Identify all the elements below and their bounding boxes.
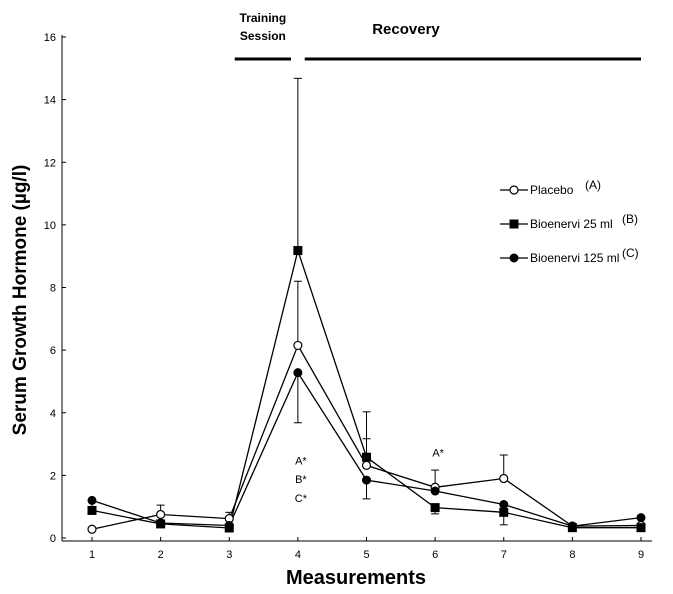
x-tick-label: 7 bbox=[501, 549, 507, 561]
data-point bbox=[87, 524, 97, 534]
y-tick-label: 14 bbox=[44, 95, 56, 107]
data-point bbox=[499, 507, 509, 517]
data-point bbox=[509, 253, 519, 263]
series-markers bbox=[87, 246, 646, 534]
annotation: A* bbox=[295, 455, 307, 467]
legend-suffix: (A) bbox=[585, 178, 601, 192]
data-point bbox=[361, 460, 372, 470]
annotation: A* bbox=[432, 448, 444, 460]
y-tick-label: 10 bbox=[44, 220, 56, 232]
y-axis-label: Serum Growth Hormone (µg/l) bbox=[10, 165, 31, 436]
data-point bbox=[362, 475, 371, 485]
data-point bbox=[499, 499, 509, 509]
x-tick-label: 4 bbox=[295, 549, 301, 561]
y-tick-label: 2 bbox=[50, 470, 56, 482]
legend-suffix: (C) bbox=[622, 246, 639, 260]
y-tick-label: 8 bbox=[50, 283, 56, 295]
x-axis-label: Measurements bbox=[286, 567, 426, 589]
data-point bbox=[224, 520, 234, 530]
data-point bbox=[293, 246, 303, 256]
legend-suffix: (B) bbox=[622, 212, 638, 226]
legend-label: Bioenervi 25 ml bbox=[530, 217, 613, 231]
data-point bbox=[567, 521, 577, 531]
data-point bbox=[293, 368, 303, 378]
data-point bbox=[636, 523, 646, 533]
x-tick-label: 5 bbox=[363, 549, 369, 561]
data-point bbox=[430, 503, 440, 513]
data-point bbox=[636, 513, 646, 523]
phase-label: Recovery bbox=[372, 21, 440, 38]
x-tick-label: 1 bbox=[89, 549, 95, 561]
annotation: C* bbox=[295, 493, 308, 505]
phase-bars: Training Session Recovery bbox=[234, 11, 641, 61]
legend-label: Placebo bbox=[530, 183, 574, 197]
y-tick-label: 4 bbox=[50, 408, 56, 420]
data-point bbox=[293, 340, 303, 351]
x-tick-label: 8 bbox=[569, 549, 575, 561]
y-tick-label: 16 bbox=[44, 32, 56, 44]
annotation: B* bbox=[295, 474, 307, 486]
legend-label: Bioenervi 125 ml bbox=[530, 251, 619, 265]
y-tick-label: 6 bbox=[50, 345, 56, 357]
y-tick-label: 12 bbox=[44, 157, 56, 169]
data-point bbox=[156, 509, 166, 520]
data-point bbox=[509, 185, 519, 195]
data-point bbox=[509, 219, 519, 229]
x-tick-label: 2 bbox=[158, 549, 164, 561]
data-point bbox=[87, 495, 97, 505]
data-point bbox=[362, 452, 371, 462]
data-point bbox=[499, 473, 509, 484]
phase-label: Training bbox=[240, 11, 287, 25]
annotations: A* B* C* A* bbox=[295, 448, 445, 505]
data-point bbox=[430, 486, 440, 496]
x-tick-label: 3 bbox=[226, 549, 232, 561]
phase-label: Session bbox=[240, 29, 286, 43]
data-point bbox=[156, 518, 166, 528]
x-tick-label: 9 bbox=[638, 549, 644, 561]
legend: Placebo (A) Bioenervi 25 ml (B) Bioenervi 12… bbox=[500, 178, 639, 265]
x-tick-label: 6 bbox=[432, 549, 438, 561]
data-point bbox=[87, 505, 97, 515]
y-tick-label: 0 bbox=[50, 533, 56, 545]
error-bars bbox=[88, 77, 508, 526]
